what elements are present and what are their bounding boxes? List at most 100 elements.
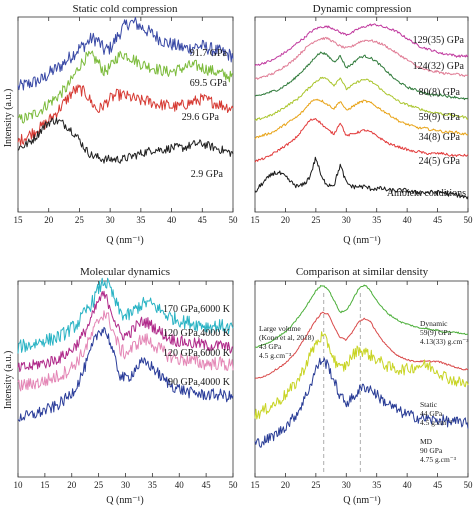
plot-frame-dynamic xyxy=(254,16,469,213)
series-group-static xyxy=(17,17,234,164)
x-tick-label: 35 xyxy=(148,480,158,490)
series-line-static xyxy=(254,331,469,420)
x-tick-label: 30 xyxy=(342,215,352,225)
series-line-69-5-gpa xyxy=(17,50,233,124)
x-tick-label: 15 xyxy=(251,215,261,225)
dynamic-label-124: 124(32) GPa xyxy=(413,61,465,72)
x-axis-label-static: Q (nm⁻¹) xyxy=(106,235,143,246)
x-axis-label-md: Q (nm⁻¹) xyxy=(106,495,143,506)
panel-title-static: Static cold compression xyxy=(72,3,178,15)
x-tick-label: 25 xyxy=(311,480,321,490)
x-tick-label: 15 xyxy=(251,480,261,490)
annot-md-line1: MD xyxy=(420,437,433,446)
md-label-120-6000: 120 GPa,6000 K xyxy=(163,348,231,359)
annot-large-volume-line3: 43 GPa xyxy=(259,342,282,351)
static-label-2-9: 2.9 GPa xyxy=(191,169,224,180)
x-tick-label: 10 xyxy=(14,480,24,490)
md-label-170-6000: 170 GPa,6000 K xyxy=(163,304,231,315)
panel-title-dynamic: Dynamic compression xyxy=(313,3,412,15)
series-line-59-9-gpa xyxy=(254,76,469,121)
annot-large-volume-line1: Large volume xyxy=(259,324,301,333)
x-tick-label: 50 xyxy=(464,480,474,490)
x-tick-label: 50 xyxy=(229,215,239,225)
x-tick-label: 35 xyxy=(372,215,382,225)
annot-dynamic-line1: Dynamic xyxy=(420,319,448,328)
panel-md: Molecular dynamics 10 15 20 25 30 35 40 45 50 Q … xyxy=(3,266,238,506)
series-line-md xyxy=(254,357,469,448)
series-line-120-gpa-6000-k xyxy=(17,310,234,392)
md-label-120-4000: 120 GPa,4000 K xyxy=(163,328,231,339)
annot-dynamic-line3: 4.13(33) g.cm⁻³ xyxy=(420,337,469,346)
y-axis-label-top: Intensity (a.u.) xyxy=(3,89,14,148)
annot-static-line2: 44 GPa xyxy=(420,409,443,418)
series-line-2-9-gpa xyxy=(17,117,234,164)
x-tick-label: 40 xyxy=(403,480,413,490)
series-group-md xyxy=(17,277,234,422)
dynamic-label-ambient: Ambient conditions xyxy=(387,188,466,199)
static-label-91-7: 91.7 GPa xyxy=(190,48,228,59)
x-tick-label: 20 xyxy=(44,215,54,225)
x-axis-static: 15 20 25 30 35 40 45 50 xyxy=(14,17,239,225)
series-group-dynamic xyxy=(254,23,469,200)
series-line-129-35-gpa xyxy=(254,23,469,67)
series-line-34-8-gpa xyxy=(254,98,469,140)
series-line-large-volume xyxy=(254,311,469,379)
plot-frame-comparison xyxy=(254,280,469,478)
x-tick-label: 45 xyxy=(433,215,443,225)
series-line-24-5-gpa xyxy=(254,118,469,163)
panel-title-md: Molecular dynamics xyxy=(80,266,170,278)
x-tick-label: 20 xyxy=(67,480,77,490)
static-label-29-6: 29.6 GPa xyxy=(182,112,220,123)
x-tick-label: 40 xyxy=(175,480,185,490)
x-tick-label: 15 xyxy=(40,480,50,490)
x-axis-comparison: 15 20 25 30 35 40 45 50 xyxy=(251,281,474,490)
x-tick-label: 45 xyxy=(198,215,208,225)
x-tick-label: 40 xyxy=(403,215,413,225)
panel-comparison: Comparison at similar density 15 20 25 30 35… xyxy=(251,266,474,506)
plot-frame-static xyxy=(17,16,234,213)
x-tick-label: 20 xyxy=(281,215,291,225)
annot-static-line3: 4.5 g.cm⁻³ xyxy=(420,418,453,427)
x-tick-label: 30 xyxy=(121,480,131,490)
x-axis-md: 10 15 20 25 30 35 40 45 50 xyxy=(14,281,238,490)
series-group-comparison xyxy=(254,284,469,448)
series-line-29-6-gpa xyxy=(17,84,234,146)
x-tick-label: 45 xyxy=(433,480,443,490)
series-line-ambient-conditions xyxy=(254,156,469,200)
panel-title-comparison: Comparison at similar density xyxy=(296,266,429,278)
y-axis-label-bottom: Intensity (a.u.) xyxy=(3,351,14,410)
dynamic-label-59: 59(9) GPa xyxy=(419,112,461,123)
x-axis-label-comparison: Q (nm⁻¹) xyxy=(343,495,380,506)
reference-lines xyxy=(323,293,361,475)
x-tick-label: 50 xyxy=(464,215,474,225)
series-line-80-8-gpa xyxy=(254,51,469,101)
x-tick-label: 35 xyxy=(372,480,382,490)
static-label-69-5: 69.5 GPa xyxy=(190,78,228,89)
annot-static-line1: Static xyxy=(420,400,438,409)
series-line-170-gpa-6000-k xyxy=(17,277,234,354)
series-line-91-7-gpa xyxy=(17,17,234,91)
x-tick-label: 25 xyxy=(94,480,104,490)
series-line-90-gpa-4000-k xyxy=(17,326,234,422)
panel-dynamic: Dynamic compression 15 20 25 30 35 40 45 50 Q (… xyxy=(251,3,474,246)
annot-md-line3: 4.75 g.cm⁻³ xyxy=(420,455,457,464)
annot-md-line2: 90 GPa xyxy=(420,446,443,455)
panel-static: Static cold compression 15 20 25 30 35 40 45 50… xyxy=(3,3,238,246)
dynamic-label-129: 129(35) GPa xyxy=(413,35,465,46)
x-tick-label: 30 xyxy=(342,480,352,490)
dynamic-label-80: 80(8) GPa xyxy=(419,87,461,98)
x-tick-label: 20 xyxy=(281,480,291,490)
dynamic-label-24: 24(5) GPa xyxy=(419,156,461,167)
x-tick-label: 30 xyxy=(106,215,116,225)
annot-large-volume-line4: 4.5 g.cm⁻³ xyxy=(259,351,292,360)
series-line-124-32-gpa xyxy=(254,36,469,80)
series-line-120-gpa-4000-k xyxy=(17,290,234,373)
x-tick-label: 15 xyxy=(14,215,24,225)
annot-large-volume-line2: (Kono et al, 2018) xyxy=(259,333,314,342)
dynamic-label-34: 34(8) GPa xyxy=(419,132,461,143)
x-tick-label: 35 xyxy=(136,215,146,225)
md-label-90-4000: 90 GPa,4000 K xyxy=(168,377,231,388)
x-axis-dynamic: 15 20 25 30 35 40 45 50 xyxy=(251,17,474,225)
series-line-dynamic xyxy=(255,284,469,348)
